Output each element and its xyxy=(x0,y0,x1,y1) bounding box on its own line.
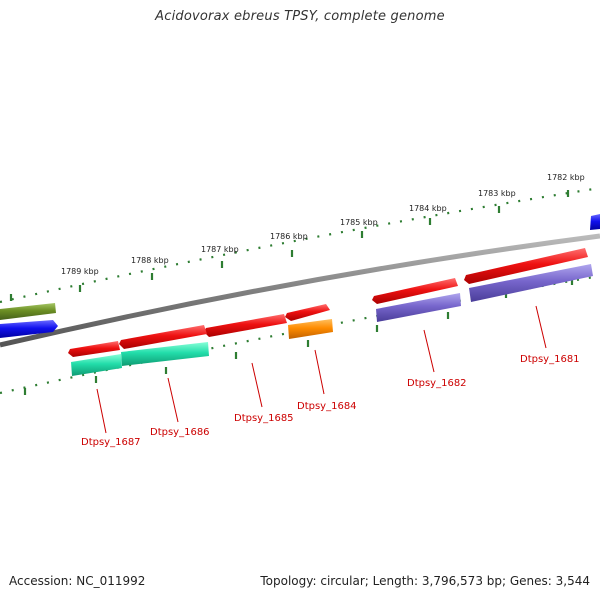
tick-labels: 1782 kbp 1783 kbp 1784 kbp 1785 kbp 1786… xyxy=(61,173,585,276)
leader-line xyxy=(423,329,435,373)
olive-feature-bar xyxy=(0,303,56,320)
leader-line xyxy=(535,305,547,349)
tick-label: 1788 kbp xyxy=(131,256,169,265)
tick-label: 1789 kbp xyxy=(61,267,99,276)
orange-feature-bar xyxy=(288,319,333,339)
topology-summary: Topology: circular; Length: 3,796,573 bp… xyxy=(260,574,590,588)
gene-label[interactable]: Dtpsy_1681 xyxy=(520,354,580,365)
red-cds-arrow xyxy=(285,304,330,321)
tick-label: 1784 kbp xyxy=(409,204,447,213)
blue-cds-arrow-right xyxy=(590,214,600,230)
leader-line xyxy=(251,362,263,408)
gene-label[interactable]: Dtpsy_1687 xyxy=(81,437,141,448)
blue-cds-arrow-left xyxy=(0,320,58,338)
label-leader-lines xyxy=(96,305,547,434)
tick-label: 1785 kbp xyxy=(340,218,378,227)
gene-label[interactable]: Dtpsy_1686 xyxy=(150,427,210,438)
purple-feature-bar xyxy=(469,264,593,302)
leader-line xyxy=(96,388,107,434)
gene-labels: Dtpsy_1681 Dtpsy_1682 Dtpsy_1684 Dtpsy_1… xyxy=(81,354,580,448)
accession-label: Accession: NC_011992 xyxy=(9,574,146,588)
red-cds-arrow xyxy=(372,278,458,304)
outer-dotted-axis xyxy=(0,186,600,304)
red-cds-arrow xyxy=(464,248,588,284)
teal-feature-bar xyxy=(71,354,122,376)
leader-line xyxy=(167,377,179,423)
genome-backbone xyxy=(0,233,600,348)
gene-label[interactable]: Dtpsy_1685 xyxy=(234,413,294,424)
map-title: Acidovorax ebreus TPSY, complete genome xyxy=(155,9,445,24)
purple-feature-bar xyxy=(376,293,461,322)
red-cds-arrow xyxy=(68,341,120,357)
red-cds-arrow xyxy=(204,314,287,337)
tick-label: 1786 kbp xyxy=(270,232,308,241)
gene-label[interactable]: Dtpsy_1684 xyxy=(297,401,357,412)
leader-line xyxy=(314,349,325,395)
red-cds-arrow xyxy=(119,325,207,349)
tick-label: 1782 kbp xyxy=(547,173,585,182)
inner-dotted-axis xyxy=(0,274,600,395)
tick-label: 1783 kbp xyxy=(478,189,516,198)
outer-axis-ticks xyxy=(9,190,570,301)
gene-label[interactable]: Dtpsy_1682 xyxy=(407,378,467,389)
tick-label: 1787 kbp xyxy=(201,245,239,254)
teal-feature-bar xyxy=(121,342,209,366)
